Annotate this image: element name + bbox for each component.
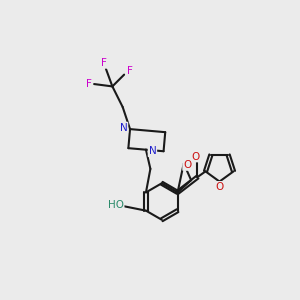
Text: O: O xyxy=(192,152,200,161)
Text: O: O xyxy=(215,182,223,192)
Text: HO: HO xyxy=(108,200,124,210)
Text: F: F xyxy=(101,58,107,68)
Text: F: F xyxy=(86,79,92,89)
Text: N: N xyxy=(148,146,156,156)
Text: F: F xyxy=(127,66,132,76)
Text: O: O xyxy=(183,160,191,170)
Text: N: N xyxy=(120,123,128,133)
